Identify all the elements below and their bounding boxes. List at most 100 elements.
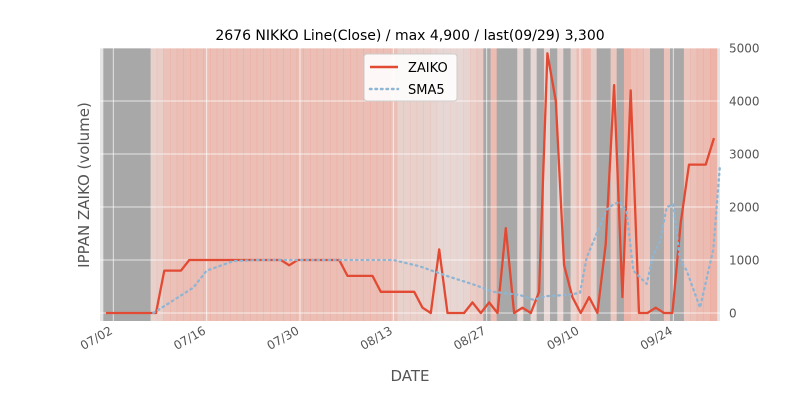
volume-band-red	[396, 48, 404, 321]
y-tick-label: 4000	[729, 95, 760, 109]
volume-band-red	[263, 48, 271, 321]
series-line-sma5	[152, 163, 722, 315]
legend: ZAIKO SMA5	[363, 53, 458, 102]
volume-band-gray	[650, 48, 658, 321]
volume-band-gray	[656, 48, 664, 321]
volume-band-gray	[503, 48, 511, 321]
y-axis-label: IPPAN ZAIKO (volume)	[75, 102, 93, 268]
volume-band-red	[583, 48, 591, 321]
series-lines	[106, 52, 722, 315]
volume-band-red	[370, 48, 378, 321]
x-tick-label: 08/13	[358, 323, 395, 352]
volume-band-red	[150, 48, 158, 321]
volume-band-red	[410, 48, 418, 321]
volume-band-red	[636, 48, 644, 321]
y-tick-label: 3000	[729, 148, 760, 162]
volume-band-red	[663, 48, 671, 321]
volume-band-red	[363, 48, 371, 321]
volume-band-red	[330, 48, 338, 321]
volume-band-red	[163, 48, 171, 321]
volume-band-red	[270, 48, 278, 321]
volume-band-red	[356, 48, 364, 321]
volume-band-red	[423, 48, 431, 321]
volume-band-gray	[550, 48, 558, 321]
volume-band-red	[610, 48, 618, 321]
volume-band-red	[590, 48, 598, 321]
volume-band-red	[250, 48, 258, 321]
volume-band-gray	[116, 48, 124, 321]
volume-band-red	[690, 48, 698, 321]
x-tick-label: 07/02	[78, 323, 115, 352]
volume-band-gray	[496, 48, 504, 321]
volume-band-red	[243, 48, 251, 321]
volume-band-red	[230, 48, 238, 321]
chart-title: 2676 NIKKO Line(Close) / max 4,900 / las…	[215, 28, 604, 44]
volume-band-red	[190, 48, 198, 321]
volume-band-red	[323, 48, 331, 321]
volume-band-red	[316, 48, 324, 321]
volume-band-gray	[523, 48, 531, 321]
volume-band-gray	[596, 48, 604, 321]
volume-band-gray	[123, 48, 131, 321]
volume-band-red	[476, 48, 484, 321]
volume-band-red	[310, 48, 318, 321]
y-tick-label: 1000	[729, 254, 760, 268]
x-tick-label: 09/24	[638, 323, 675, 352]
legend-sma5-label: SMA5	[408, 83, 445, 98]
volume-band-red	[416, 48, 424, 321]
volume-band-gray	[536, 48, 544, 321]
volume-band-red	[383, 48, 391, 321]
volume-band-red	[710, 48, 718, 321]
volume-band-red	[516, 48, 524, 321]
x-tick-label: 07/16	[171, 323, 208, 352]
volume-band-gray	[136, 48, 144, 321]
volume-band-red	[463, 48, 471, 321]
x-axis-label: DATE	[390, 367, 429, 385]
volume-band-gray	[603, 48, 611, 321]
volume-band-red	[156, 48, 164, 321]
volume-band-red	[696, 48, 704, 321]
volume-band-red	[443, 48, 451, 321]
volume-band-red	[170, 48, 178, 321]
volume-band-red	[343, 48, 351, 321]
y-tick-label: 2000	[729, 201, 760, 215]
volume-band-red	[470, 48, 478, 321]
x-tick-label: 08/27	[451, 323, 488, 352]
volume-band-red	[530, 48, 538, 321]
x-tick-label: 09/10	[545, 323, 582, 352]
volume-band-red	[643, 48, 651, 321]
volume-band-gray	[103, 48, 111, 321]
volume-band-red	[403, 48, 411, 321]
volume-band-red	[490, 48, 498, 321]
volume-band-red	[290, 48, 298, 321]
volume-band-gray	[676, 48, 684, 321]
volume-band-gray	[130, 48, 138, 321]
volume-band-gray	[143, 48, 151, 321]
volume-band-red	[210, 48, 218, 321]
volume-band-gray	[563, 48, 571, 321]
volume-band-red	[450, 48, 458, 321]
volume-band-red	[336, 48, 344, 321]
volume-band-red	[216, 48, 224, 321]
volume-band-red	[456, 48, 464, 321]
series-line-zaiko	[106, 52, 716, 315]
y-tick-label: 0	[729, 307, 737, 321]
volume-band-gray	[510, 48, 518, 321]
volume-band-red	[303, 48, 311, 321]
y-tick-label: 5000	[729, 42, 760, 56]
volume-band-red	[430, 48, 438, 321]
legend-zaiko-label: ZAIKO	[408, 61, 448, 76]
volume-band-red	[283, 48, 291, 321]
volume-band-red	[543, 48, 551, 321]
volume-band-red	[223, 48, 231, 321]
volume-band-red	[436, 48, 444, 321]
volume-band-red	[703, 48, 711, 321]
volume-band-red	[183, 48, 191, 321]
volume-band-red	[276, 48, 284, 321]
volume-band-red	[256, 48, 264, 321]
volume-band-red	[176, 48, 184, 321]
volume-band-red	[570, 48, 578, 321]
volume-band-red	[196, 48, 204, 321]
